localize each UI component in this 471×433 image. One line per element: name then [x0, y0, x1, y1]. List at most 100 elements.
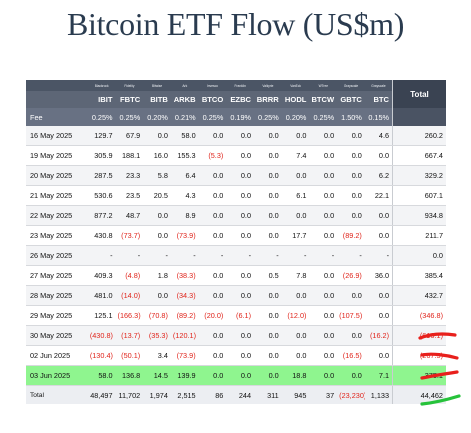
flow-cell: 305.9 — [87, 145, 116, 166]
flow-cell: 0.0 — [309, 225, 338, 246]
flow-cell: - — [226, 245, 255, 266]
flow-cell: 0.0 — [198, 205, 227, 226]
totals-cell: 48,497 — [87, 385, 116, 404]
fee-cell: 0.25% — [87, 108, 116, 126]
flow-cell: 409.3 — [87, 265, 116, 286]
flow-cell: 1.8 — [143, 265, 171, 286]
flow-cell: 0.0 — [254, 185, 282, 206]
flow-cell: (73.9) — [170, 345, 199, 366]
ticker-header: GBTC — [337, 91, 365, 108]
flow-cell: 0.0 — [254, 225, 282, 246]
flow-cell: 4.3 — [170, 185, 199, 206]
flow-cell: 0.0 — [309, 265, 338, 286]
flow-cell: 0.0 — [337, 285, 365, 306]
issuer-name: Invesco — [198, 80, 227, 91]
flow-cell: 7.8 — [281, 265, 310, 286]
flow-cell: (430.8) — [87, 325, 116, 346]
flow-cell: 188.1 — [115, 145, 144, 166]
flow-cell: 0.0 — [226, 345, 255, 366]
flow-cell: - — [87, 245, 116, 266]
flow-cell: 0.0 — [198, 265, 227, 286]
flow-cell: 0.0 — [309, 205, 338, 226]
flow-cell: 0.0 — [337, 205, 365, 226]
flow-cell: 125.1 — [87, 305, 116, 326]
flow-cell: (16.2) — [364, 325, 393, 346]
flow-cell: 0.0 — [364, 285, 393, 306]
flow-cell: (13.7) — [115, 325, 144, 346]
ticker-header: FBTC — [115, 91, 144, 108]
flow-cell: 0.0 — [309, 285, 338, 306]
flow-cell: 0.0 — [198, 365, 227, 386]
flow-cell: (26.9) — [337, 265, 365, 286]
flow-cell: 0.0 — [309, 345, 338, 366]
flow-cell: (35.3) — [143, 325, 171, 346]
flow-cell: 0.0 — [198, 225, 227, 246]
flow-cell: 0.0 — [254, 305, 282, 326]
issuer-name: WTree — [309, 80, 338, 91]
flow-cell: 0.0 — [309, 126, 338, 146]
flow-cell: - — [254, 245, 282, 266]
flow-cell: 58.0 — [170, 126, 199, 146]
flow-row: 19 May 2025 305.9 188.1 16.0 155.3 (5.3) 0.0 0.… — [26, 145, 446, 166]
flow-cell: 136.8 — [115, 365, 144, 386]
flow-row: 23 May 2025 430.8 (73.7) 0.0 (73.9) 0.0 0.0 0.0… — [26, 225, 446, 246]
flow-cell: 4.6 — [364, 126, 393, 146]
flow-cell: (89.2) — [337, 225, 365, 246]
flow-cell: 0.0 — [226, 365, 255, 386]
flow-cell: 22.1 — [364, 185, 393, 206]
flow-cell: 0.0 — [364, 305, 393, 326]
totals-cell: 945 — [281, 385, 310, 404]
flow-cell: 0.0 — [281, 165, 310, 186]
totals-row: Total 48,497 11,702 1,974 2,515 86 244 311 945 37… — [26, 385, 446, 404]
fee-row: Fee 0.25% 0.25% 0.20% 0.21% 0.25% 0.19% 0.25% 0.… — [26, 108, 446, 126]
flow-cell: - — [337, 245, 365, 266]
totals-cell: (23,230) — [337, 385, 365, 404]
row-date: 21 May 2025 — [26, 185, 88, 206]
flow-cell: 0.0 — [337, 185, 365, 206]
flow-cell: 0.0 — [281, 325, 310, 346]
flow-cell: (5.3) — [198, 145, 227, 166]
flow-cell: 0.0 — [337, 126, 365, 146]
issuer-blank-cell — [26, 80, 88, 91]
fee-cell: 0.25% — [198, 108, 227, 126]
flow-cell: 0.0 — [198, 285, 227, 306]
flow-cell: 0.0 — [309, 325, 338, 346]
flow-cell: (70.8) — [143, 305, 171, 326]
flow-row: 29 May 2025 125.1 (166.3) (70.8) (89.2) (20.0… — [26, 305, 446, 326]
row-total-cell: 667.4 — [392, 145, 446, 166]
fee-total-cell — [392, 108, 446, 126]
flow-row: 02 Jun 2025 (130.4) (50.1) 3.4 (73.9) 0.0 0.0 0… — [26, 345, 446, 366]
flow-cell: 0.0 — [254, 285, 282, 306]
flow-cell: (89.2) — [170, 305, 199, 326]
flow-cell: 155.3 — [170, 145, 199, 166]
flow-cell: (38.3) — [170, 265, 199, 286]
red-underline-mark-3 — [420, 370, 459, 380]
flow-cell: 48.7 — [115, 205, 144, 226]
flow-cell: 6.4 — [170, 165, 199, 186]
flow-cell: 0.0 — [198, 185, 227, 206]
ticker-header: BRRR — [254, 91, 282, 108]
flow-cell: 0.0 — [226, 126, 255, 146]
flow-cell: 0.0 — [281, 285, 310, 306]
flow-cell: 67.9 — [115, 126, 144, 146]
grand-total-cell: 44,462 — [392, 385, 446, 404]
flow-cell: 0.0 — [337, 325, 365, 346]
flow-cell: 481.0 — [87, 285, 116, 306]
fee-cell: 0.20% — [143, 108, 171, 126]
row-total-cell: 432.7 — [392, 285, 446, 306]
flow-cell: - — [364, 245, 393, 266]
red-underline-mark-2 — [420, 352, 459, 360]
row-total-cell: 607.1 — [392, 185, 446, 206]
flow-cell: 0.0 — [226, 285, 255, 306]
flow-cell: - — [170, 245, 199, 266]
flow-cell: 0.0 — [254, 365, 282, 386]
row-total-cell: 934.8 — [392, 205, 446, 226]
flow-cell: 0.0 — [309, 365, 338, 386]
issuer-name: Ark — [170, 80, 199, 91]
flow-cell: 8.9 — [170, 205, 199, 226]
totals-cell: 1,133 — [364, 385, 393, 404]
totals-label: Total — [26, 385, 88, 404]
flow-cell: 0.0 — [198, 126, 227, 146]
flow-cell: 23.3 — [115, 165, 144, 186]
row-date: 22 May 2025 — [26, 205, 88, 226]
